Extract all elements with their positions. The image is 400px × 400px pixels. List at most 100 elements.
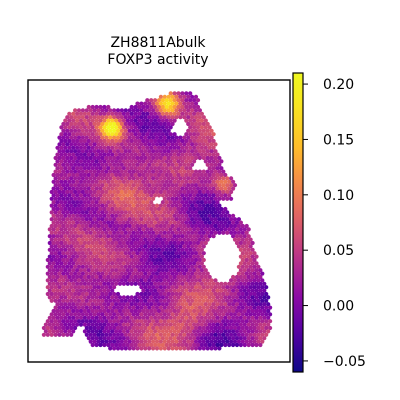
spot [82, 118, 87, 123]
spot [61, 291, 66, 297]
spot [117, 336, 123, 341]
spot [63, 295, 68, 300]
spot [209, 223, 214, 229]
spot [160, 254, 165, 259]
spot [90, 254, 95, 259]
spot [141, 247, 146, 252]
spot [114, 125, 119, 130]
spot [143, 244, 148, 249]
spot [211, 138, 216, 144]
spot [49, 189, 54, 195]
spot [156, 295, 162, 300]
spot [168, 240, 173, 246]
spot [67, 152, 72, 157]
spot [160, 240, 165, 246]
spot [139, 237, 144, 242]
spot [172, 179, 177, 184]
spot [180, 308, 185, 314]
spot [153, 206, 158, 212]
spot [197, 183, 202, 188]
spot [145, 172, 150, 178]
spot [164, 193, 169, 198]
spot [164, 172, 169, 178]
spot [114, 206, 119, 212]
spot [100, 142, 105, 147]
spot [104, 264, 109, 269]
spot [246, 288, 251, 293]
spot [188, 91, 193, 96]
spot [151, 291, 156, 297]
spot [141, 186, 146, 191]
spot [244, 319, 249, 324]
spot [244, 332, 249, 337]
spot [258, 295, 263, 300]
spot [98, 118, 103, 123]
spot [53, 271, 58, 276]
spot [166, 223, 171, 229]
spot [205, 285, 210, 290]
spot [160, 159, 165, 164]
spot [211, 234, 216, 239]
spot [51, 234, 56, 239]
spot [215, 200, 220, 205]
spot [197, 155, 202, 161]
spot [65, 142, 70, 147]
spot [186, 115, 191, 120]
spot [80, 149, 85, 154]
spot [63, 200, 68, 205]
spot [223, 193, 228, 198]
spot [211, 193, 216, 198]
spot [78, 213, 84, 218]
spot [51, 186, 56, 191]
spot [262, 281, 267, 286]
spot [166, 183, 171, 188]
spot [178, 285, 183, 290]
spot [160, 179, 165, 184]
spot [211, 342, 216, 348]
spot [264, 325, 269, 331]
spot [168, 329, 173, 334]
spot [174, 257, 179, 263]
spot [193, 121, 199, 127]
spot [225, 223, 230, 229]
spot [160, 288, 165, 293]
spot [166, 217, 171, 222]
spot [73, 108, 78, 113]
spot [57, 189, 62, 195]
spot [76, 203, 82, 208]
spot [115, 346, 121, 351]
spot [151, 121, 156, 127]
spot [180, 206, 185, 212]
spot [188, 159, 193, 164]
spot [221, 291, 226, 297]
spot [63, 213, 68, 218]
spot [141, 342, 146, 348]
spot [57, 176, 62, 181]
spot [80, 237, 85, 242]
spot [188, 342, 193, 348]
spot [246, 268, 251, 273]
spot [164, 125, 169, 130]
spot [135, 237, 140, 242]
spot [94, 227, 99, 232]
spot [170, 271, 175, 276]
spot [143, 210, 148, 215]
spot [69, 278, 74, 283]
spot [76, 155, 82, 161]
spot [49, 251, 54, 256]
spot [147, 319, 152, 324]
spot [219, 193, 224, 198]
spot [174, 108, 179, 113]
spot [199, 254, 204, 259]
spot [143, 169, 148, 174]
spot [141, 295, 146, 300]
spot [104, 278, 109, 283]
spot [110, 288, 115, 293]
spot [108, 291, 113, 297]
spot [100, 128, 105, 133]
spot [71, 206, 76, 212]
spot [156, 111, 162, 116]
spot [197, 121, 202, 127]
spot [115, 319, 121, 324]
spot [53, 162, 58, 167]
